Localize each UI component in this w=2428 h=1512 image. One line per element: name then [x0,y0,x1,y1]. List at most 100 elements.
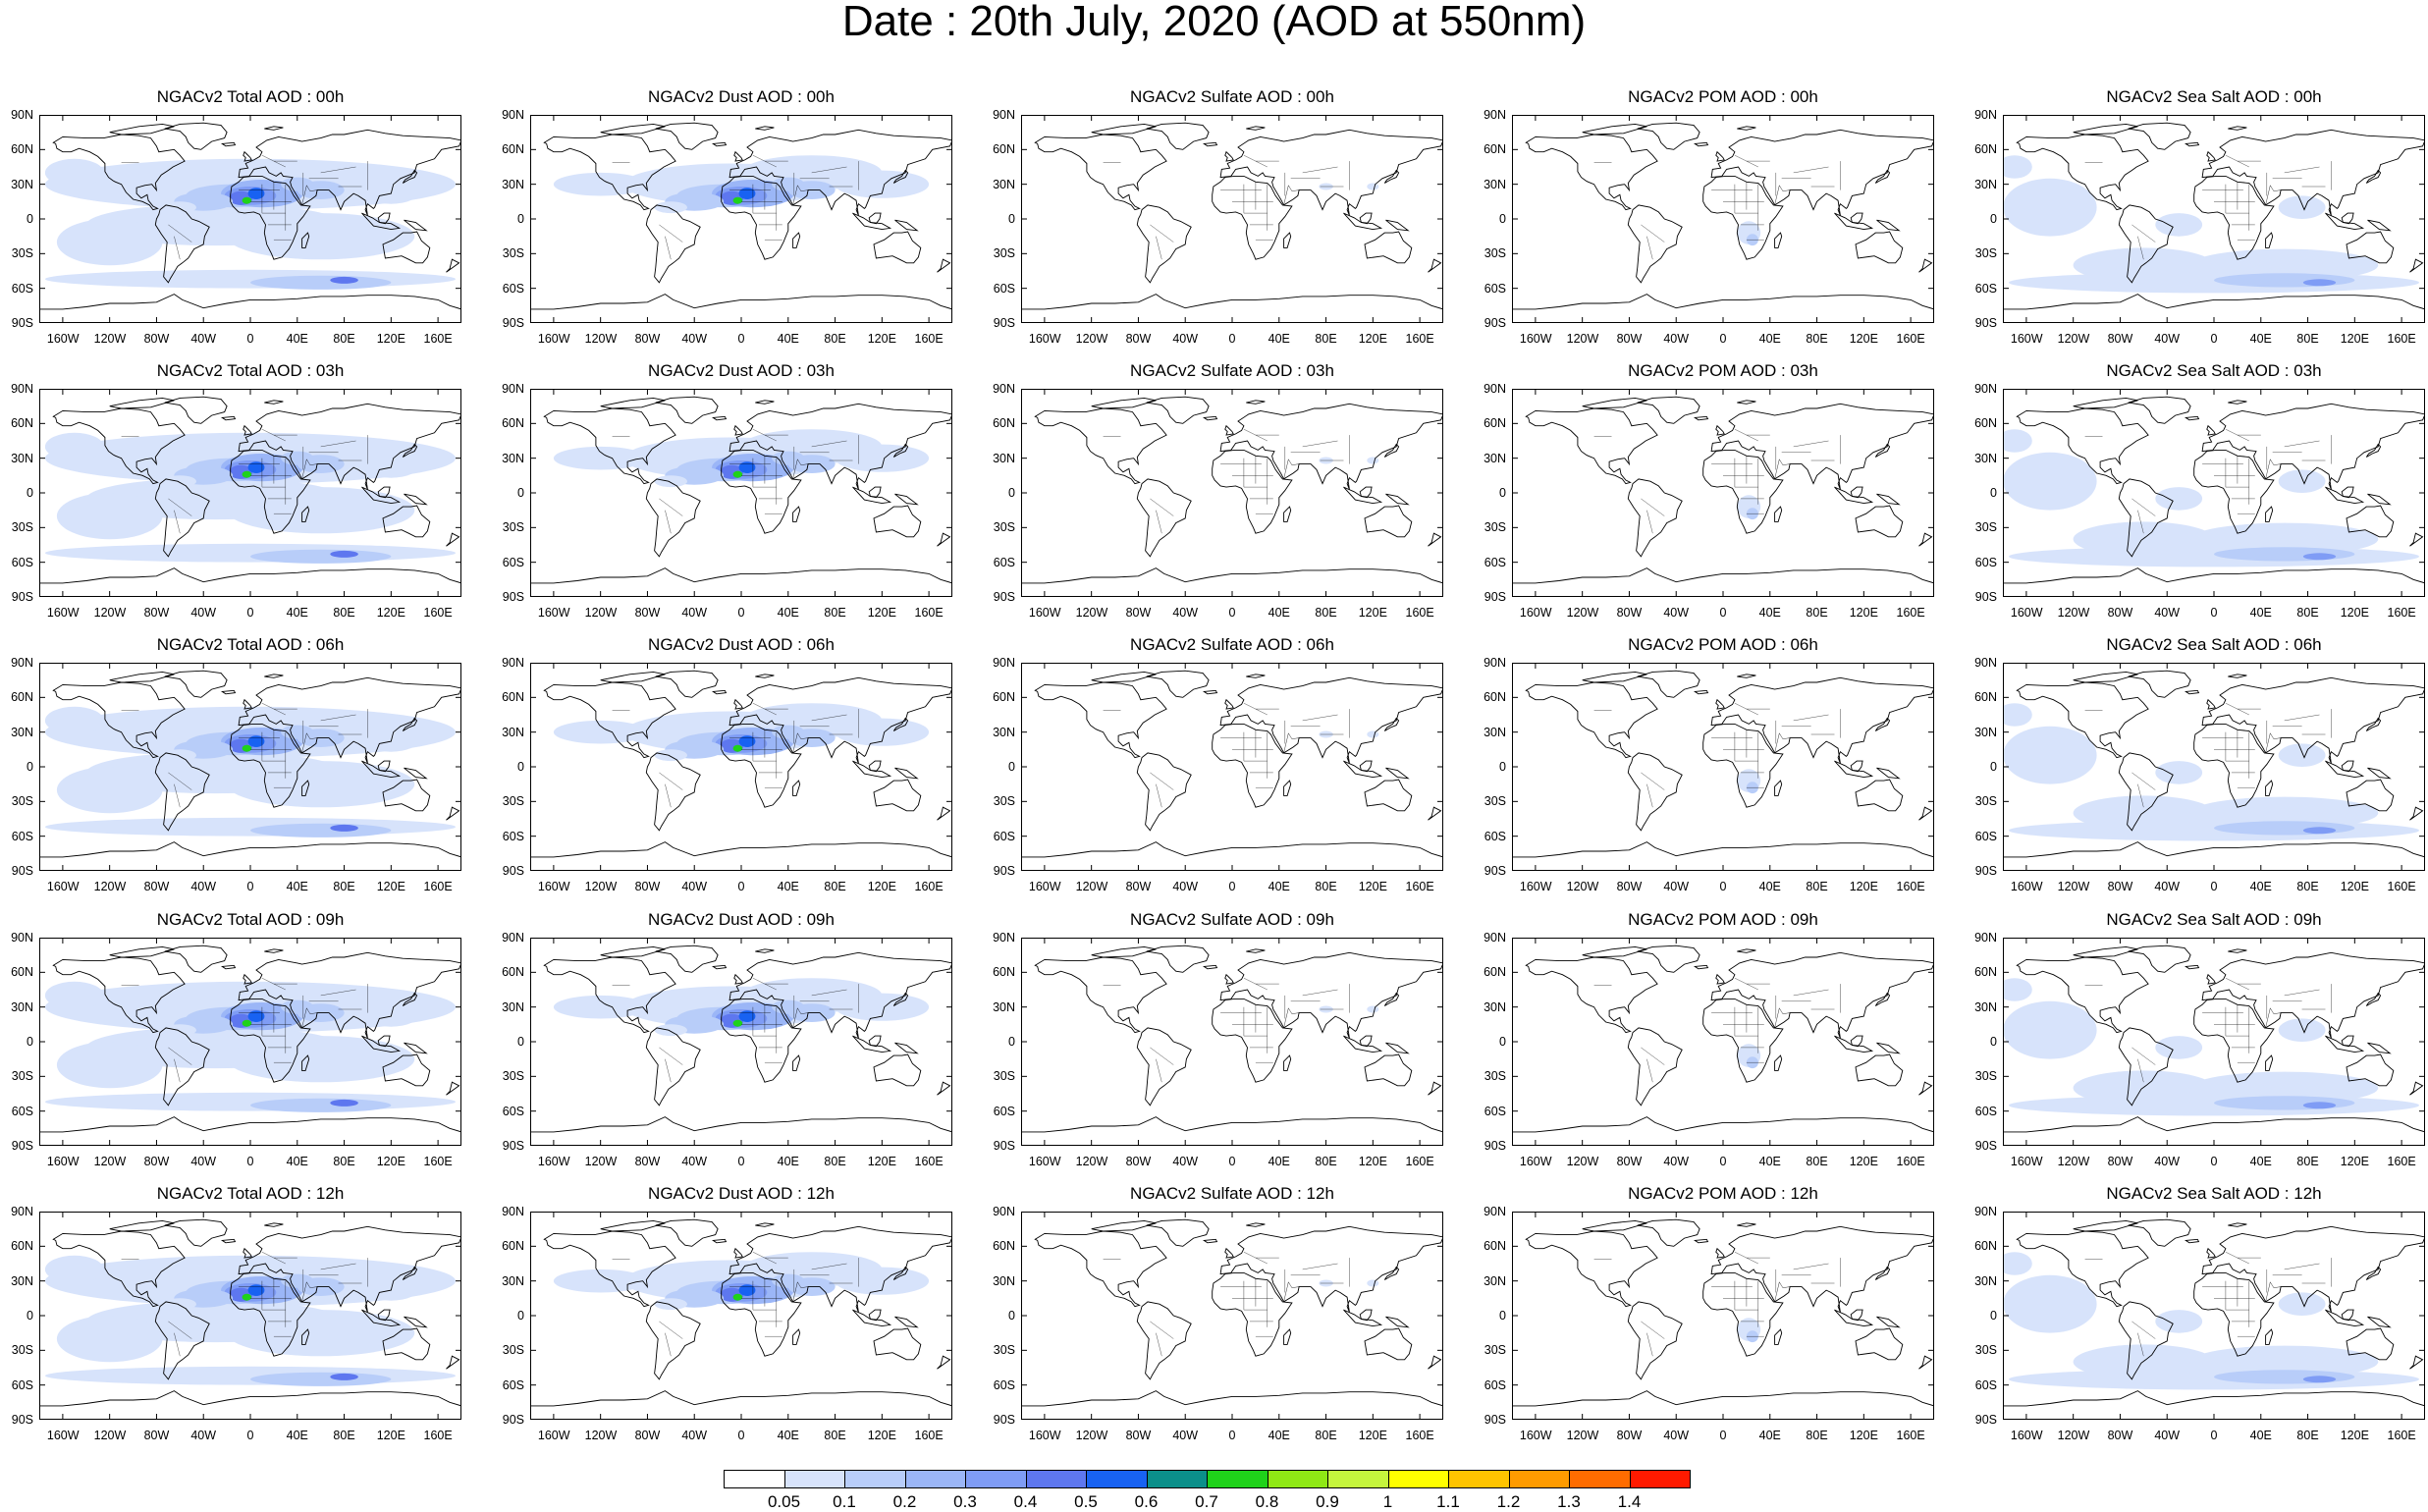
colorbar-label: 1.2 [1496,1492,1521,1511]
colorbar-swatch [1569,1470,1631,1488]
country-border [1156,510,1162,534]
coastline-indonesia [2325,1035,2365,1053]
coastline-north-america [2016,681,2149,759]
coastline-borneo [2341,212,2354,225]
lat-label: 30N [1974,999,1997,1014]
coastline-newzealand [2409,1081,2424,1096]
lon-label: 80E [2296,880,2319,893]
lon-label: 0 [246,332,254,346]
lon-label: 80W [143,606,170,620]
coastline-iceland [1202,415,1218,421]
coastline-africa [230,723,311,808]
lat-label: 60S [11,555,33,569]
aod-shading [738,1284,756,1296]
lon-label: 80W [143,880,170,893]
map-frame [530,938,952,1146]
coastline-indonesia [852,212,892,231]
lon-label: 160E [1405,1429,1434,1442]
coastline-japan [1383,717,1400,731]
lat-label: 30S [1484,794,1506,809]
country-border [261,155,286,168]
lat-label: 60S [993,555,1015,569]
coastline-africa [1702,723,1784,808]
lon-label: 80W [634,1429,661,1442]
coastline-greenland [1146,396,1210,424]
lat-label: 90S [502,1139,524,1153]
lon-label: 160E [423,1155,453,1168]
coastline-newzealand [446,258,460,273]
lat-label: 30N [11,725,33,739]
aod-shading [281,999,314,1014]
lon-label: 160W [1519,1429,1552,1442]
lat-label: 30S [1974,1069,1997,1084]
lat-label: 90N [1484,656,1506,670]
aod-shading [553,995,648,1019]
map-panel-total-00h: NGACv2 Total AOD : 00h 90N 60N 30N 0 30S 60S 90… [0,87,461,360]
aod-shading [2003,1252,2032,1275]
coastline-madagascar [2265,1054,2274,1071]
lon-label: 40W [2154,1429,2181,1442]
colorbar-label: 1.3 [1557,1492,1581,1511]
lon-label: 80W [1616,606,1643,620]
coastline-north-america [2016,1230,2149,1308]
coastline-australia [382,505,431,538]
coastline-antarctica [39,1390,461,1407]
coastline-madagascar [792,506,801,522]
map-plot [1512,1212,1934,1420]
country-border [665,783,672,808]
country-border [174,1058,181,1083]
lat-label: 60N [11,142,33,157]
colorbar-label: 1 [1382,1492,1393,1511]
lon-label: 120E [376,880,405,893]
lat-label: 60N [1974,416,1997,431]
coastline-uk [733,973,743,985]
country-border [1793,714,1829,722]
lon-label: 160E [1896,332,1925,346]
lat-label: 60S [1974,1104,1997,1118]
coastline-south-america [1627,1301,1683,1380]
lat-label: 30S [502,520,524,535]
country-border [2137,1332,2144,1357]
lon-label: 80E [2296,1429,2319,1442]
aod-shading [732,744,743,752]
coastline-australia [1855,1327,1904,1361]
lon-label: 40E [1758,606,1781,620]
coastline-south-america [645,752,701,832]
coastline-eurasia [1710,676,1934,764]
coastline-uk [1715,973,1725,985]
map-border [1512,663,1934,871]
coastline-indonesia [1343,1309,1383,1327]
aod-shading [2009,820,2419,841]
aod-shading [2278,743,2326,767]
coastline-arabia-gap [792,732,809,754]
panel-title: NGACv2 Sulfate AOD : 00h [1130,87,1334,106]
lat-label: 30S [1484,246,1506,261]
aod-shading [247,1010,265,1022]
lon-label: 0 [737,880,745,893]
country-border [1243,1252,1268,1265]
map-panel-total-03h: NGACv2 Total AOD : 03h 90N 60N 30N 0 30S 60S 90… [0,361,461,634]
coastline-newzealand [2409,806,2424,821]
aod-shading [242,1293,252,1301]
coastline-greenland [2128,1218,2191,1247]
lat-label: 0 [1990,212,1997,226]
lat-label: 0 [1499,1035,1506,1049]
panel-title: NGACv2 POM AOD : 00h [1628,87,1818,106]
coastline-arctic-islands [600,397,666,409]
lon-label: 160W [1519,880,1552,893]
coastline-indonesia [1834,1309,1874,1327]
coastline-africa [2193,998,2275,1083]
country-border [811,1263,847,1270]
lat-label: 60S [993,281,1015,296]
aod-shading [2302,1102,2337,1109]
aod-shading [2214,1096,2355,1110]
lat-label: 90N [11,108,33,122]
coastline-north-america [2016,956,2149,1034]
colorbar-label: 0.1 [833,1492,856,1511]
coastline-south-america [645,1301,701,1380]
lat-label: 30N [1484,725,1506,739]
lat-label: 30N [993,177,1015,191]
aod-shading [2155,1310,2203,1333]
lon-label: 160E [1405,880,1434,893]
aod-shading [654,475,687,488]
